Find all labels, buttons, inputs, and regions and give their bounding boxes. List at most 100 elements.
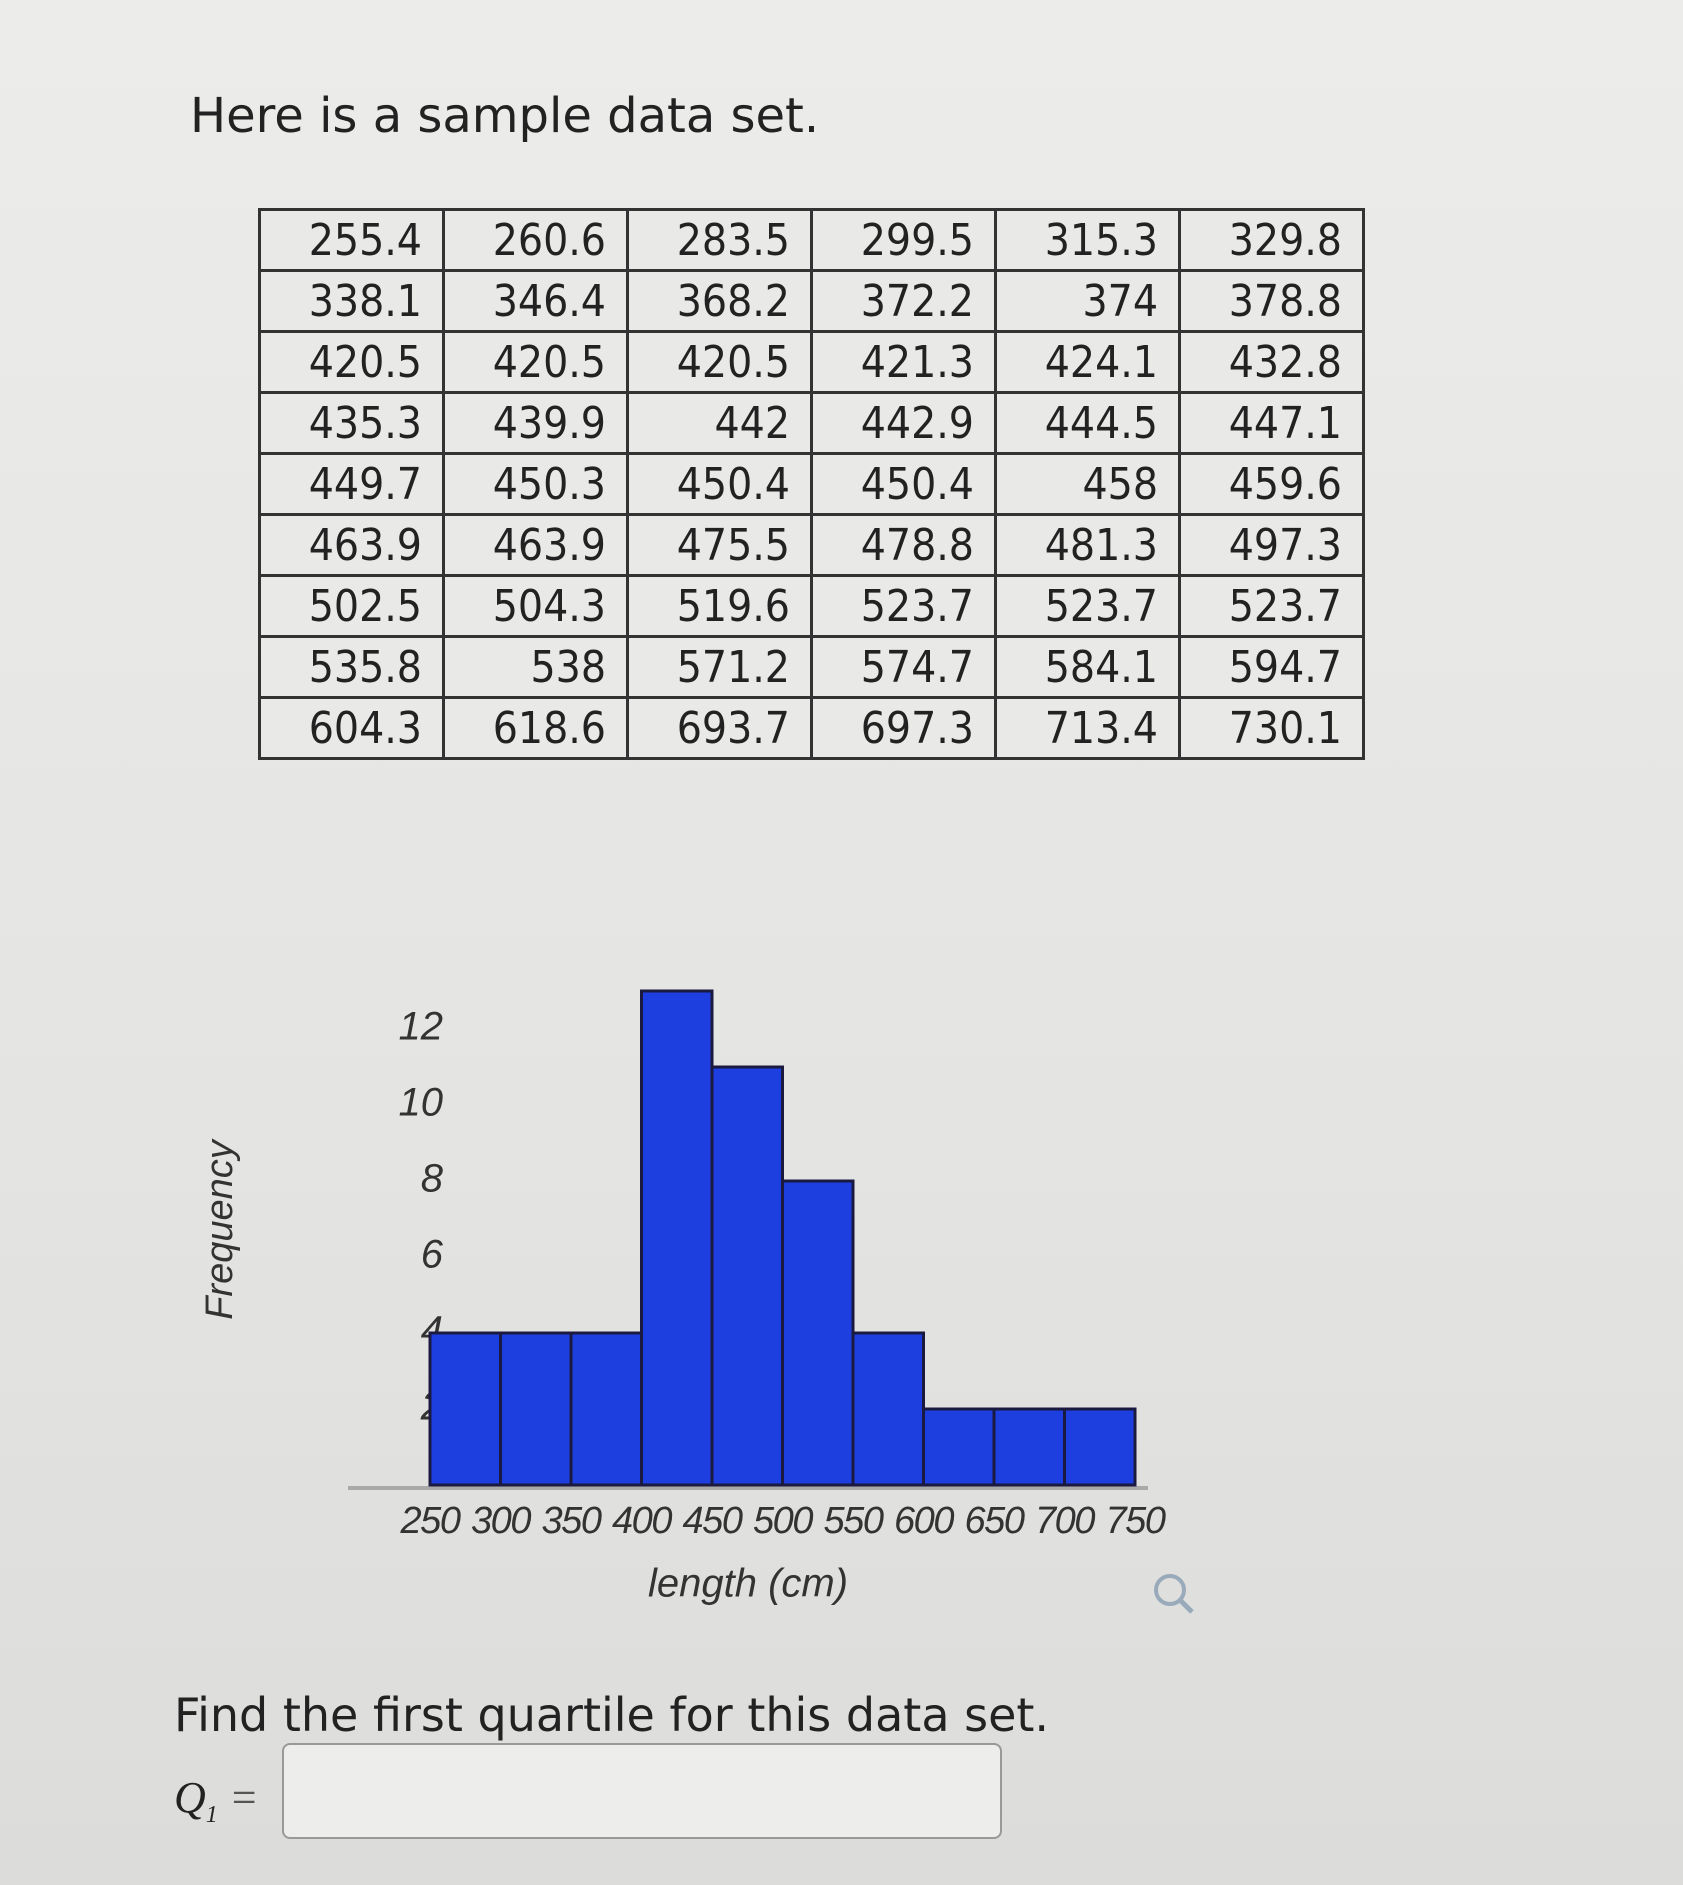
bar xyxy=(851,1331,925,1487)
y-tick-label: 6 xyxy=(421,1233,444,1277)
table-row: 420.5 420.5 420.5 421.3 424.1 432.8 xyxy=(258,330,1365,394)
table-row: 255.4 260.6 283.5 299.5 315.3 329.8 xyxy=(258,208,1365,272)
table-cell: 604.3 xyxy=(258,696,445,760)
equals: = xyxy=(231,1773,257,1822)
bar xyxy=(569,1331,643,1487)
table-cell: 442 xyxy=(626,391,813,455)
table-cell: 420.5 xyxy=(442,330,629,394)
x-tick-label: 400 xyxy=(612,1500,672,1542)
table-cell: 713.4 xyxy=(994,696,1181,760)
x-tick-label: 750 xyxy=(1106,1500,1166,1542)
table-cell: 523.7 xyxy=(810,574,997,638)
table-row: 502.5 504.3 519.6 523.7 523.7 523.7 xyxy=(258,574,1365,638)
table-cell: 523.7 xyxy=(1178,574,1365,638)
y-axis-label: Frequency xyxy=(199,1138,241,1320)
x-tick-label: 450 xyxy=(683,1500,743,1542)
table-cell: 260.6 xyxy=(442,208,629,272)
table-cell: 435.3 xyxy=(258,391,445,455)
x-axis-label: length (cm) xyxy=(648,1562,848,1606)
table-cell: 571.2 xyxy=(626,635,813,699)
bar xyxy=(428,1331,502,1487)
table-cell: 574.7 xyxy=(810,635,997,699)
question: Find the first quartile for this data se… xyxy=(174,1688,1050,1742)
table-cell: 368.2 xyxy=(626,269,813,333)
table-row: 449.7 450.3 450.4 450.4 458 459.6 xyxy=(258,452,1365,516)
x-tick-label: 300 xyxy=(471,1500,531,1542)
x-tick-label: 550 xyxy=(824,1500,884,1542)
bar xyxy=(781,1179,855,1487)
table-row: 604.3 618.6 693.7 697.3 713.4 730.1 xyxy=(258,696,1365,760)
table-cell: 497.3 xyxy=(1178,513,1365,577)
q-symbol: Q xyxy=(174,1773,206,1822)
table-cell: 283.5 xyxy=(626,208,813,272)
x-tick-label: 250 xyxy=(400,1500,461,1542)
table-cell: 444.5 xyxy=(994,391,1181,455)
table-cell: 463.9 xyxy=(442,513,629,577)
bar xyxy=(710,1065,784,1487)
zoom-icon-handle xyxy=(1178,1598,1194,1614)
table-cell: 523.7 xyxy=(994,574,1181,638)
x-tick-label: 650 xyxy=(965,1500,1025,1542)
table-cell: 329.8 xyxy=(1178,208,1365,272)
table-cell: 459.6 xyxy=(1178,452,1365,516)
table-cell: 535.8 xyxy=(258,635,445,699)
table-cell: 338.1 xyxy=(258,269,445,333)
q-subscript: 1 xyxy=(205,1801,218,1828)
table-cell: 315.3 xyxy=(994,208,1181,272)
data-table: 255.4 260.6 283.5 299.5 315.3 329.8 338.1 346.4… xyxy=(258,208,1365,760)
table-cell: 693.7 xyxy=(626,696,813,760)
table-cell: 447.1 xyxy=(1178,391,1365,455)
table-row: 463.9 463.9 475.5 478.8 481.3 497.3 xyxy=(258,513,1365,577)
x-tick-label: 500 xyxy=(753,1500,813,1542)
bar xyxy=(640,989,714,1487)
bar xyxy=(992,1407,1066,1487)
table-row: 435.3 439.9 442 442.9 444.5 447.1 xyxy=(258,391,1365,455)
table-cell: 478.8 xyxy=(810,513,997,577)
table-cell: 424.1 xyxy=(994,330,1181,394)
table-cell: 618.6 xyxy=(442,696,629,760)
table-cell: 378.8 xyxy=(1178,269,1365,333)
y-tick-label: 8 xyxy=(421,1157,444,1201)
y-tick-label: 12 xyxy=(399,1005,444,1049)
histogram: 2468101225030035040045050055060065070075… xyxy=(199,989,1194,1614)
table-cell: 421.3 xyxy=(810,330,997,394)
bar xyxy=(1063,1407,1137,1487)
table-cell: 481.3 xyxy=(994,513,1181,577)
bar xyxy=(922,1407,996,1487)
y-tick-label: 10 xyxy=(399,1081,444,1125)
table-cell: 299.5 xyxy=(810,208,997,272)
table-cell: 346.4 xyxy=(442,269,629,333)
table-cell: 458 xyxy=(994,452,1181,516)
table-cell: 463.9 xyxy=(258,513,445,577)
answer-input[interactable] xyxy=(282,1743,1002,1839)
table-cell: 730.1 xyxy=(1178,696,1365,760)
bar xyxy=(499,1331,573,1487)
table-cell: 584.1 xyxy=(994,635,1181,699)
table-cell: 374 xyxy=(994,269,1181,333)
table-row: 338.1 346.4 368.2 372.2 374 378.8 xyxy=(258,269,1365,333)
table-cell: 504.3 xyxy=(442,574,629,638)
table-cell: 475.5 xyxy=(626,513,813,577)
table-cell: 519.6 xyxy=(626,574,813,638)
table-cell: 255.4 xyxy=(258,208,445,272)
x-tick-label: 350 xyxy=(542,1500,602,1542)
table-cell: 372.2 xyxy=(810,269,997,333)
table-cell: 439.9 xyxy=(442,391,629,455)
x-tick-label: 700 xyxy=(1035,1500,1095,1542)
table-cell: 697.3 xyxy=(810,696,997,760)
zoom-icon xyxy=(1154,1574,1186,1606)
table-cell: 420.5 xyxy=(626,330,813,394)
table-cell: 432.8 xyxy=(1178,330,1365,394)
table-row: 535.8 538 571.2 574.7 584.1 594.7 xyxy=(258,635,1365,699)
table-cell: 449.7 xyxy=(258,452,445,516)
table-cell: 450.3 xyxy=(442,452,629,516)
intro-text: Here is a sample data set. xyxy=(190,88,820,144)
table-cell: 450.4 xyxy=(810,452,997,516)
table-cell: 594.7 xyxy=(1178,635,1365,699)
x-tick-label: 600 xyxy=(894,1500,954,1542)
table-cell: 502.5 xyxy=(258,574,445,638)
table-cell: 420.5 xyxy=(258,330,445,394)
table-cell: 538 xyxy=(442,635,629,699)
table-cell: 450.4 xyxy=(626,452,813,516)
